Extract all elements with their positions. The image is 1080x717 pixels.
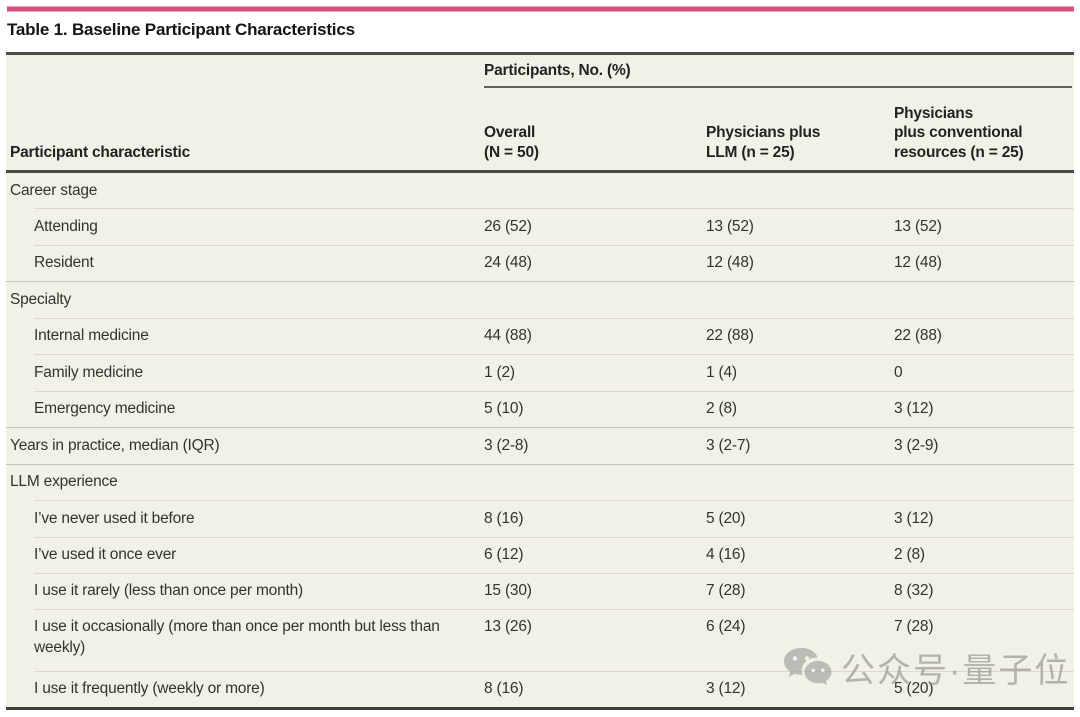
row-divider — [34, 500, 1074, 502]
cell-value: 6 (12) — [484, 546, 524, 564]
table-row-group-llm-experience: LLM experience — [6, 465, 1074, 500]
cell-value: 1 (2) — [484, 363, 515, 381]
cell-value: 12 (48) — [894, 254, 942, 272]
row-divider — [34, 670, 1074, 672]
row-label: Emergency medicine — [34, 400, 176, 418]
cell-value: 8 (16) — [484, 680, 524, 698]
row-label: I use it occasionally (more than once pe… — [34, 618, 440, 656]
cell-value: 7 (28) — [706, 582, 746, 600]
table-body: Career stage Attending 26 (52) 13 (52) 1… — [6, 173, 1074, 707]
cell-value: 6 (24) — [706, 618, 746, 636]
cell-value: 8 (32) — [894, 582, 934, 600]
table-header: Participants, No. (%) Participant charac… — [6, 55, 1074, 173]
row-label: Family medicine — [34, 363, 143, 381]
row-label: Internal medicine — [34, 327, 149, 345]
cell-value: 3 (12) — [706, 680, 746, 698]
table-row-emergency-medicine: Emergency medicine 5 (10) 2 (8) 3 (12) — [6, 392, 1074, 427]
section-divider — [6, 427, 1074, 429]
table-title: Table 1. Baseline Participant Characteri… — [7, 20, 355, 39]
column-header-overall: Overall (N = 50) — [484, 124, 539, 161]
cell-value: 2 (8) — [706, 400, 737, 418]
cell-value: 5 (20) — [894, 680, 934, 698]
cell-value: 3 (12) — [894, 509, 934, 527]
row-label: Years in practice, median (IQR) — [10, 436, 220, 454]
cell-value: 22 (88) — [894, 327, 942, 345]
stub-header: Participant characteristic — [10, 143, 191, 161]
table-row-attending: Attending 26 (52) 13 (52) 13 (52) — [6, 209, 1074, 244]
table-row-internal-medicine: Internal medicine 44 (88) 22 (88) 22 (88… — [6, 319, 1074, 354]
row-divider — [34, 354, 1074, 356]
cell-value: 24 (48) — [484, 254, 532, 272]
cell-value: 0 — [894, 363, 903, 381]
row-divider — [34, 536, 1074, 538]
section-divider — [6, 463, 1074, 465]
row-divider — [34, 244, 1074, 246]
row-divider — [34, 572, 1074, 574]
cell-value: 22 (88) — [706, 327, 754, 345]
cell-value: 5 (10) — [484, 400, 524, 418]
table-row-used-once: I’ve used it once ever 6 (12) 4 (16) 2 (… — [6, 538, 1074, 573]
spanner-row: Participants, No. (%) — [6, 55, 1074, 88]
row-label: Specialty — [10, 290, 72, 308]
cell-value: 7 (28) — [894, 618, 934, 636]
cell-value: 12 (48) — [706, 254, 754, 272]
row-divider — [34, 208, 1074, 210]
row-label: LLM experience — [10, 473, 118, 491]
cell-value: 44 (88) — [484, 327, 532, 345]
cell-value: 3 (2-7) — [706, 436, 751, 454]
section-divider — [6, 281, 1074, 283]
column-header-physicians-conventional: Physicians plus conventional resources (… — [894, 104, 1024, 161]
table-panel: Participants, No. (%) Participant charac… — [6, 52, 1074, 710]
table-row-use-rarely: I use it rarely (less than once per mont… — [6, 574, 1074, 609]
table-row-use-frequently: I use it frequently (weekly or more) 8 (… — [6, 672, 1074, 707]
cell-value: 2 (8) — [894, 546, 925, 564]
cell-value: 15 (30) — [484, 582, 532, 600]
row-label: Attending — [34, 217, 98, 235]
cell-value: 4 (16) — [706, 546, 746, 564]
spanner-label: Participants, No. (%) — [484, 62, 631, 79]
cell-value: 13 (52) — [706, 217, 754, 235]
row-label: Career stage — [10, 181, 98, 199]
cell-value: 3 (12) — [894, 400, 934, 418]
row-label: I’ve used it once ever — [34, 546, 177, 564]
column-header-physicians-llm: Physicians plus LLM (n = 25) — [706, 124, 821, 161]
row-divider — [34, 609, 1074, 611]
table-row-years-in-practice: Years in practice, median (IQR) 3 (2-8) … — [6, 428, 1074, 463]
row-divider — [34, 390, 1074, 392]
spanner-cell: Participants, No. (%) — [484, 62, 1072, 88]
cell-value: 3 (2-8) — [484, 436, 529, 454]
table-row-family-medicine: Family medicine 1 (2) 1 (4) 0 — [6, 355, 1074, 390]
table-row-use-occasionally: I use it occasionally (more than once pe… — [6, 610, 1074, 670]
table-row-group-career-stage: Career stage — [6, 173, 1074, 208]
cell-value: 3 (2-9) — [894, 436, 939, 454]
row-label: Resident — [34, 254, 94, 272]
row-label: I use it frequently (weekly or more) — [34, 680, 265, 698]
cell-value: 26 (52) — [484, 217, 532, 235]
table-row-resident: Resident 24 (48) 12 (48) 12 (48) — [6, 246, 1074, 281]
column-header-row: Participant characteristic Overall (N = … — [6, 88, 1074, 170]
accent-rule — [7, 7, 1074, 11]
cell-value: 8 (16) — [484, 509, 524, 527]
row-label: I’ve never used it before — [34, 509, 195, 527]
cell-value: 1 (4) — [706, 363, 737, 381]
cell-value: 13 (52) — [894, 217, 942, 235]
row-label: I use it rarely (less than once per mont… — [34, 582, 304, 600]
cell-value: 13 (26) — [484, 618, 532, 636]
table-row-never-used: I’ve never used it before 8 (16) 5 (20) … — [6, 501, 1074, 536]
row-divider — [34, 317, 1074, 319]
cell-value: 5 (20) — [706, 509, 746, 527]
table-row-group-specialty: Specialty — [6, 282, 1074, 317]
